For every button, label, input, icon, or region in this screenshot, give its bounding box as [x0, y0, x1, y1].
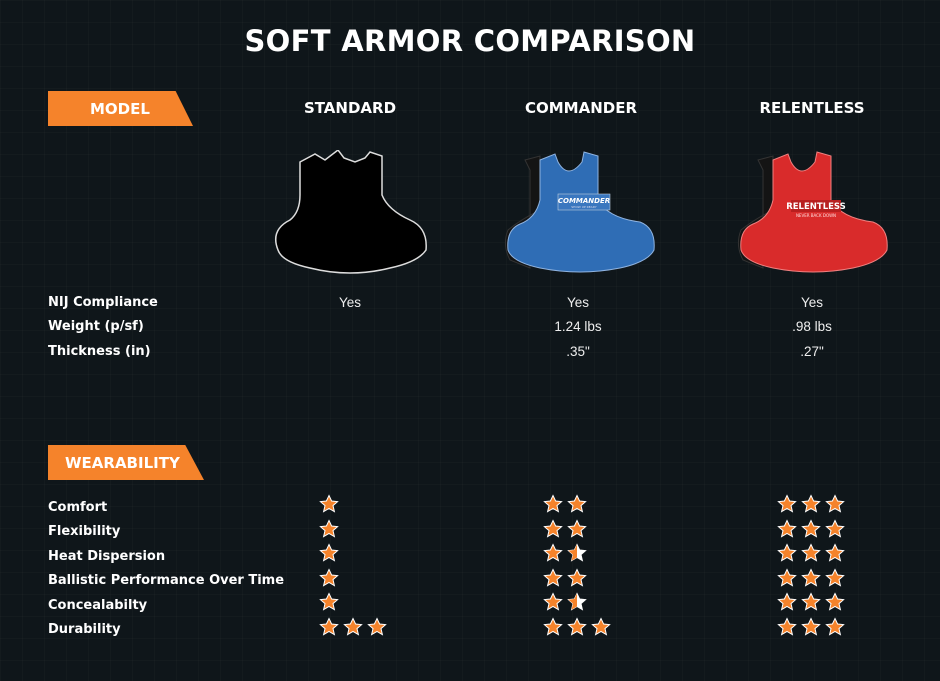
wear-label-heat: Heat Dispersion [48, 549, 166, 564]
star-icon [801, 543, 821, 562]
spec-value: Yes [338, 295, 362, 310]
star-icon [825, 543, 845, 562]
star-icon [825, 592, 845, 611]
wear-label-durability: Durability [48, 622, 121, 637]
star-icon [543, 519, 563, 538]
star-icon [567, 519, 587, 538]
star-rating [777, 519, 845, 539]
spec-value: Yes [800, 295, 824, 310]
star-icon [319, 494, 339, 513]
spec-label-weight: Weight (p/sf) [48, 319, 144, 334]
spec-value: .35" [566, 344, 590, 359]
star-rating [543, 568, 587, 588]
star-rating [543, 494, 587, 514]
star-icon [567, 568, 587, 587]
star-rating [777, 568, 845, 588]
star-icon [543, 494, 563, 513]
wear-label-comfort: Comfort [48, 500, 108, 515]
star-icon [543, 568, 563, 587]
star-rating [777, 617, 845, 637]
star-icon [319, 617, 339, 636]
star-rating [543, 519, 587, 539]
star-icon [567, 494, 587, 513]
star-icon [367, 617, 387, 636]
star-icon [801, 494, 821, 513]
star-icon [801, 519, 821, 538]
star-icon [777, 543, 797, 562]
star-icon [825, 494, 845, 513]
star-icon [777, 617, 797, 636]
star-icon [801, 617, 821, 636]
star-icon [543, 592, 563, 611]
svg-text:RELENTLESS: RELENTLESS [786, 202, 846, 212]
relentless-vest-image: RELENTLESS NEVER BACK DOWN [737, 151, 888, 273]
star-icon [319, 519, 339, 538]
half-star-icon [567, 592, 587, 611]
wear-label-flexibility: Flexibility [48, 524, 121, 539]
column-header-commander: COMMANDER [524, 99, 638, 117]
spec-label-thickness: Thickness (in) [48, 344, 151, 359]
spec-value: 1.24 lbs [554, 319, 602, 334]
star-rating [319, 543, 339, 563]
star-rating [777, 494, 845, 514]
star-rating [777, 543, 845, 563]
model-section-tag: MODEL [48, 91, 193, 126]
spec-value: Yes [566, 295, 590, 310]
star-icon [319, 568, 339, 587]
svg-text:SHOW UP READY: SHOW UP READY [571, 205, 597, 209]
commander-vest-image: COMMANDER SHOW UP READY [504, 151, 655, 273]
spec-value: .27" [800, 344, 824, 359]
star-rating [319, 494, 339, 514]
star-rating [319, 519, 339, 539]
star-rating [319, 568, 339, 588]
star-icon [777, 568, 797, 587]
star-icon [543, 617, 563, 636]
spec-value: .98 lbs [792, 319, 832, 334]
star-icon [319, 543, 339, 562]
spec-label-nij: NIJ Compliance [48, 295, 158, 310]
page-title: SOFT ARMOR COMPARISON [244, 24, 696, 58]
star-rating [543, 592, 587, 612]
star-rating [777, 592, 845, 612]
half-star-icon [567, 543, 587, 562]
star-rating [319, 617, 387, 637]
column-header-relentless: RELENTLESS [759, 99, 865, 117]
star-icon [777, 519, 797, 538]
star-icon [825, 519, 845, 538]
star-icon [777, 592, 797, 611]
star-icon [801, 568, 821, 587]
wear-label-ballistic: Ballistic Performance Over Time [48, 573, 285, 588]
svg-text:NEVER BACK DOWN: NEVER BACK DOWN [796, 213, 836, 218]
star-icon [343, 617, 363, 636]
wear-label-concealability: Concealabilty [48, 598, 148, 613]
star-rating [543, 617, 611, 637]
star-icon [319, 592, 339, 611]
star-icon [801, 592, 821, 611]
star-icon [567, 617, 587, 636]
star-icon [591, 617, 611, 636]
svg-text:COMMANDER: COMMANDER [558, 197, 610, 205]
star-rating [543, 543, 587, 563]
wearability-section-tag: WEARABILITY [48, 445, 204, 480]
star-rating [319, 592, 339, 612]
star-icon [777, 494, 797, 513]
star-icon [543, 543, 563, 562]
standard-vest-image [275, 150, 427, 274]
star-icon [825, 568, 845, 587]
column-header-standard: STANDARD [303, 99, 397, 117]
star-icon [825, 617, 845, 636]
